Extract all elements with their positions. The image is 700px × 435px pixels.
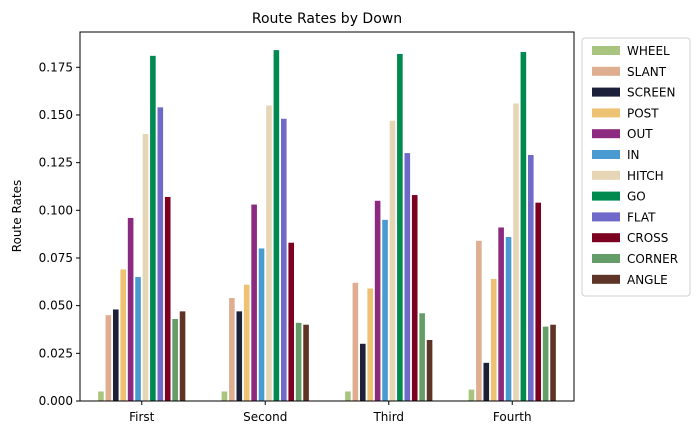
- legend-label-screen: SCREEN: [627, 86, 675, 100]
- legend-swatch-screen: [592, 87, 620, 97]
- bar-flat-second: [281, 118, 287, 402]
- bar-cross-first: [164, 196, 171, 401]
- bar-cross-fourth: [535, 202, 542, 401]
- bar-go-third: [397, 53, 403, 402]
- legend-label-angle: ANGLE: [627, 273, 668, 287]
- legend-label-flat: FLAT: [627, 210, 656, 224]
- legend-swatch-corner: [592, 254, 620, 263]
- legend-swatch-in: [592, 150, 620, 159]
- bar-corner-first: [172, 319, 178, 401]
- bar-hitch-first: [142, 134, 149, 401]
- bar-wheel-first: [98, 391, 104, 401]
- bar-screen-second: [236, 311, 243, 401]
- bar-screen-first: [112, 309, 119, 401]
- legend-label-wheel: WHEEL: [627, 44, 670, 58]
- bar-angle-first: [179, 311, 186, 401]
- bar-slant-first: [105, 315, 112, 401]
- legend-label-hitch: HITCH: [627, 169, 664, 183]
- bar-go-second: [273, 50, 280, 402]
- legend-swatch-angle: [592, 274, 620, 284]
- bar-in-fourth: [505, 237, 512, 401]
- bar-out-first: [127, 217, 134, 401]
- bar-go-fourth: [520, 52, 527, 402]
- bar-cross-second: [288, 242, 295, 401]
- bar-wheel-third: [345, 391, 351, 401]
- bar-corner-fourth: [542, 326, 549, 401]
- legend-swatch-post: [592, 108, 620, 118]
- bar-post-fourth: [490, 278, 497, 401]
- bar-angle-second: [303, 324, 309, 401]
- bar-out-fourth: [498, 227, 504, 401]
- x-tick-label-second: Second: [243, 410, 287, 424]
- bar-slant-third: [352, 282, 359, 401]
- x-tick-label-third: Third: [372, 410, 404, 424]
- x-tick-label-fourth: Fourth: [493, 410, 532, 424]
- bar-out-second: [251, 204, 257, 401]
- plot-frame: [79, 31, 575, 402]
- bar-post-first: [120, 269, 126, 401]
- legend-box: [581, 37, 691, 297]
- legend-label-slant: SLANT: [627, 65, 667, 79]
- bar-post-third: [367, 288, 373, 401]
- bar-angle-third: [426, 339, 433, 401]
- legend-swatch-out: [592, 129, 620, 139]
- bar-corner-second: [295, 322, 302, 401]
- legend: WHEEL SLANT SCREEN POST OUT IN HITCH GO FLAT CROS…: [581, 37, 691, 297]
- legend-label-cross: CROSS: [627, 231, 668, 245]
- bar-go-first: [150, 55, 156, 402]
- bar-corner-third: [419, 313, 425, 401]
- bar-in-third: [382, 219, 388, 401]
- legend-label-out: OUT: [627, 127, 653, 141]
- bar-in-second: [258, 248, 265, 401]
- legend-swatch-go: [592, 191, 620, 201]
- y-tick-label: 0.125: [39, 156, 73, 170]
- bar-wheel-fourth: [468, 389, 475, 401]
- legend-swatch-flat: [592, 212, 620, 222]
- bar-out-third: [374, 200, 381, 401]
- bar-post-second: [243, 284, 250, 401]
- bar-hitch-second: [266, 105, 272, 402]
- y-tick-label: 0.100: [39, 203, 73, 217]
- bar-in-first: [135, 277, 141, 401]
- bar-hitch-third: [389, 120, 396, 402]
- bars: [98, 50, 556, 402]
- y-tick-label: 0.025: [39, 346, 73, 360]
- y-tick-label: 0.175: [39, 60, 73, 74]
- bar-slant-fourth: [476, 240, 482, 401]
- y-axis-ticks: 0.000 0.025 0.050 0.075 0.100 0.125 0.150 0.175: [39, 60, 80, 408]
- y-tick-label: 0.000: [39, 394, 73, 408]
- legend-swatch-hitch: [592, 170, 620, 180]
- bar-slant-second: [229, 298, 235, 401]
- legend-label-post: POST: [627, 106, 659, 120]
- y-axis-label: Route Rates: [10, 180, 24, 252]
- y-tick-label: 0.075: [39, 251, 73, 265]
- legend-label-corner: CORNER: [627, 252, 678, 266]
- chart-title: Route Rates by Down: [252, 11, 402, 27]
- bar-wheel-second: [221, 391, 228, 401]
- bar-angle-fourth: [550, 324, 556, 401]
- legend-swatch-slant: [592, 66, 620, 76]
- y-tick-label: 0.150: [39, 108, 73, 122]
- legend-label-go: GO: [627, 190, 646, 204]
- bar-flat-third: [404, 153, 411, 401]
- bar-hitch-fourth: [513, 103, 519, 401]
- bar-screen-fourth: [483, 362, 490, 401]
- legend-swatch-cross: [592, 233, 620, 243]
- bar-cross-third: [411, 195, 418, 401]
- bar-screen-third: [359, 343, 366, 401]
- x-axis-ticks: First Second Third Fourth: [129, 401, 532, 424]
- y-tick-label: 0.050: [39, 299, 73, 313]
- bar-flat-fourth: [528, 155, 534, 401]
- x-tick-label-first: First: [129, 410, 155, 424]
- bar-flat-first: [157, 107, 164, 401]
- legend-label-in: IN: [627, 148, 640, 162]
- legend-swatch-wheel: [592, 46, 620, 55]
